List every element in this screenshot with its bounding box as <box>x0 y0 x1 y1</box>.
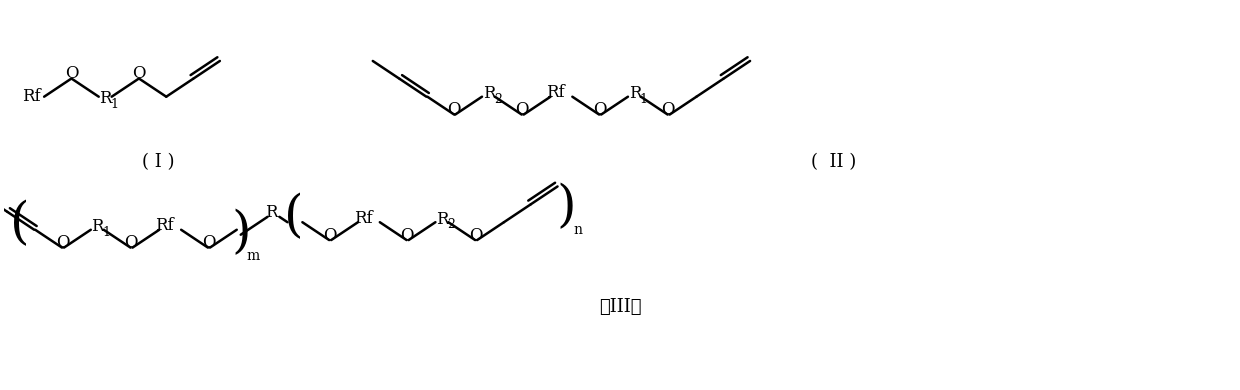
Text: O: O <box>56 234 69 251</box>
Text: O: O <box>446 101 460 118</box>
Text: O: O <box>469 227 482 244</box>
Text: n: n <box>574 223 583 237</box>
Text: 1: 1 <box>110 98 119 111</box>
Text: O: O <box>661 101 675 118</box>
Text: m: m <box>246 248 259 262</box>
Text: Rf: Rf <box>22 88 41 105</box>
Text: Rf: Rf <box>546 84 564 101</box>
Text: (: ( <box>284 193 304 242</box>
Text: (  II ): ( II ) <box>811 153 856 171</box>
Text: O: O <box>133 66 146 82</box>
Text: Rf: Rf <box>155 217 174 234</box>
Text: ): ) <box>557 183 577 232</box>
Text: O: O <box>322 227 336 244</box>
Text: O: O <box>124 234 138 251</box>
Text: R: R <box>629 85 641 102</box>
Text: O: O <box>401 227 414 244</box>
Text: 2: 2 <box>494 93 502 106</box>
Text: (: ( <box>10 200 30 250</box>
Text: O: O <box>593 101 606 118</box>
Text: Rf: Rf <box>353 210 372 227</box>
Text: 1: 1 <box>640 93 647 106</box>
Text: ): ) <box>232 209 252 259</box>
Text: R: R <box>482 85 495 102</box>
Text: ( I ): ( I ) <box>143 153 175 171</box>
Text: O: O <box>516 101 529 118</box>
Text: O: O <box>202 234 216 251</box>
Text: 1: 1 <box>103 226 110 239</box>
Text: R: R <box>99 90 112 107</box>
Text: R: R <box>265 204 278 222</box>
Text: （III）: （III） <box>599 298 641 316</box>
Text: 2: 2 <box>448 218 455 231</box>
Text: O: O <box>64 66 78 82</box>
Text: R: R <box>436 211 449 228</box>
Text: R: R <box>92 218 104 235</box>
